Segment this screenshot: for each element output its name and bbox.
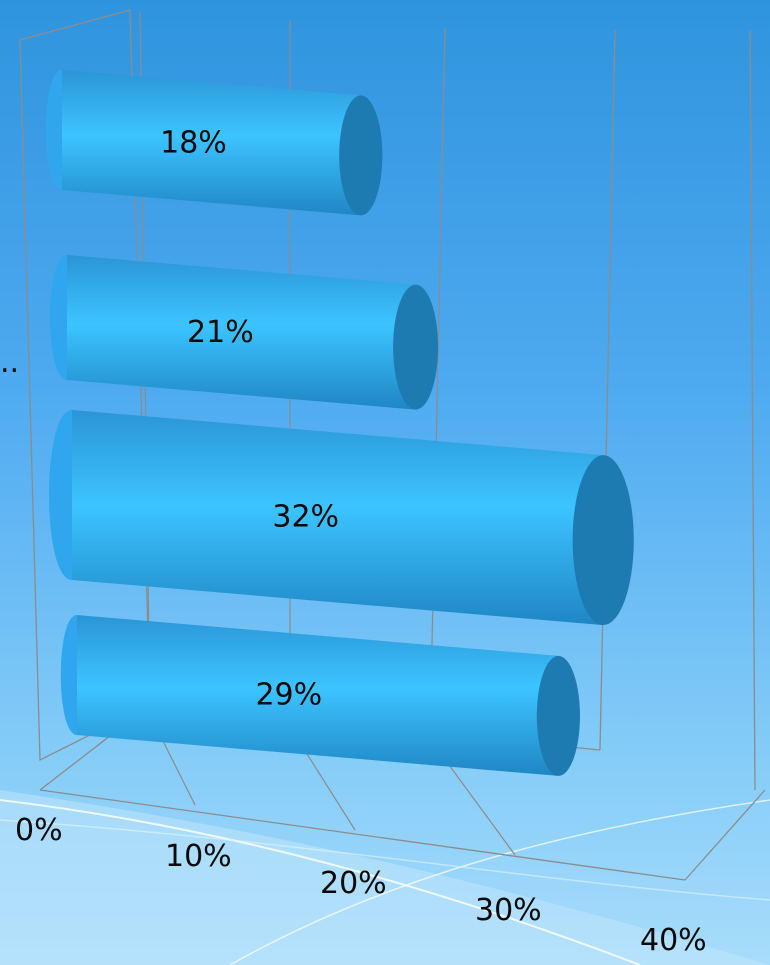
gridline-30 — [429, 27, 446, 740]
bar-1: 18% — [45, 70, 383, 216]
bar-start-cap — [60, 615, 77, 735]
right-wall-edge — [749, 29, 756, 791]
bar-body — [67, 255, 416, 410]
floor-right-edge — [684, 789, 766, 881]
bar-body — [77, 615, 559, 776]
wave-decoration — [0, 790, 770, 965]
data-label: 32% — [272, 499, 339, 534]
truncated-category-label: .. — [0, 345, 19, 380]
x-tick-label: 20% — [320, 866, 387, 901]
bar-start-cap — [45, 70, 62, 190]
x-tick-label: 0% — [15, 813, 63, 848]
bar-4: 29% — [60, 615, 581, 776]
bar-end-cap — [393, 284, 439, 410]
gridline-40-vertical — [599, 29, 616, 751]
x-tick-label: 30% — [475, 893, 542, 928]
data-label: 18% — [160, 125, 227, 160]
x-tick-label: 10% — [165, 839, 232, 874]
bar-body — [72, 410, 604, 626]
bar-end-cap — [536, 655, 581, 776]
bar-body — [62, 70, 361, 216]
data-label: 21% — [187, 315, 254, 350]
bars: 18% 21% 32% 29% — [45, 70, 634, 776]
bar-end-cap — [339, 95, 383, 216]
bar-start-cap — [50, 255, 67, 380]
bar-end-cap — [572, 455, 634, 626]
data-label: 29% — [255, 677, 322, 712]
x-tick-label: 40% — [640, 923, 707, 958]
x-axis-tick-labels: 0% 10% 20% 30% 40% — [15, 813, 707, 958]
floor-front-edge — [39, 789, 686, 881]
grid-frame — [19, 9, 766, 881]
bar-2: 21% — [50, 255, 439, 410]
bar-3: 32% — [49, 410, 634, 626]
bar-start-cap — [49, 410, 72, 580]
